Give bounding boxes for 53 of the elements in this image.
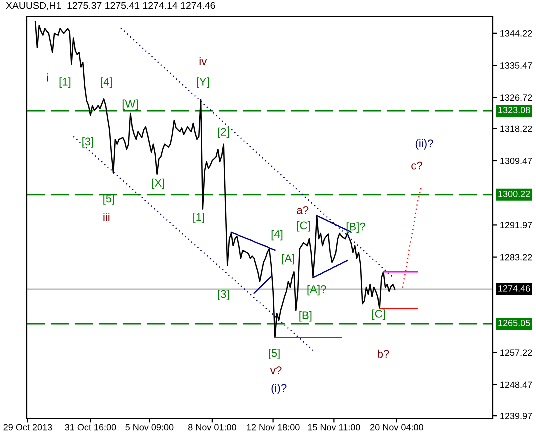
annotation: [1] (194, 212, 204, 224)
x-tick-label: 12 Nov 18:00 (247, 424, 300, 431)
annotation: i (47, 74, 48, 82)
annotation: [3] (218, 290, 230, 300)
y-tick-label: 1344.22 (500, 30, 532, 37)
annotation: [2] (218, 128, 230, 138)
annotation: c? (412, 162, 422, 170)
chart-title: XAUUSD,H1 1275.37 1275.41 1274.14 1274.46 (6, 2, 216, 10)
annotation: [1] (60, 78, 71, 88)
annotation: (ii)? (416, 140, 434, 150)
annotation: [3] (82, 137, 94, 148)
annotation: [A]? (308, 285, 326, 296)
x-tick-label: 29 Oct 2013 (4, 424, 52, 431)
line-series (34, 21, 396, 338)
annotation: [5] (269, 349, 280, 360)
y-tick-label: 1326.72 (500, 94, 532, 102)
annotation: [C] (297, 221, 310, 232)
line-series (120, 28, 394, 278)
ref-line-label: 1274.46 (498, 285, 530, 292)
annotation: [X] (152, 178, 164, 190)
x-tick-label: 15 Nov 11:00 (308, 424, 360, 431)
annotation: [B] (300, 311, 312, 322)
annotation: [C] (372, 310, 386, 320)
annotation: (i)? (272, 384, 287, 394)
annotation: v? (270, 366, 282, 374)
x-tick-label: 8 Nov 01:00 (188, 424, 236, 431)
x-tick-label: 5 Nov 09:00 (126, 424, 174, 431)
y-tick-label: 1248.47 (500, 382, 532, 388)
annotation: [4] (101, 78, 112, 88)
y-tick-label: 1283.22 (500, 254, 532, 261)
y-tick-label: 1318.22 (500, 126, 532, 132)
ref-line-label: 1265.05 (498, 320, 530, 326)
annotation: [B]? (346, 222, 366, 233)
annotation: b? (378, 350, 390, 358)
y-tick-label: 1239.97 (500, 413, 532, 420)
line-series (254, 276, 272, 294)
ref-line-label: 1300.22 (498, 190, 530, 198)
annotation: a? (297, 206, 309, 214)
annotation: iv (200, 57, 208, 66)
line-series (402, 186, 422, 288)
ref-line-label: 1323.08 (498, 107, 530, 114)
x-tick-label: 20 Nov 04:00 (370, 424, 424, 431)
annotation: [A] (282, 254, 294, 265)
line-series (312, 260, 348, 279)
x-tick-label: 31 Oct 16:00 (65, 424, 116, 431)
y-tick-label: 1291.97 (500, 222, 532, 229)
y-tick-label: 1257.22 (500, 350, 532, 356)
annotation: [4] (272, 230, 283, 241)
y-tick-label: 1309.47 (500, 158, 532, 164)
annotation: [Y] (197, 78, 210, 88)
y-tick-label: 1335.47 (500, 62, 532, 69)
annotation: [W] (122, 100, 138, 110)
annotation: iii (104, 212, 110, 222)
